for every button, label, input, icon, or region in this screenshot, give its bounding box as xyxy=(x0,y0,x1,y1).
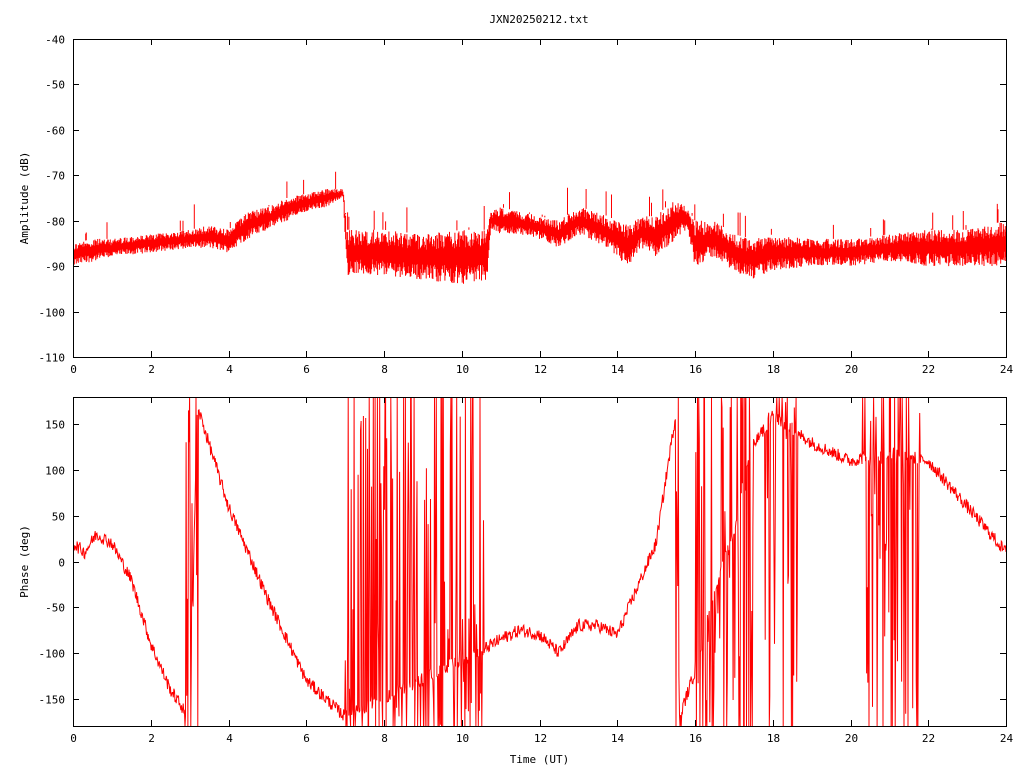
amp-x-tick-label: 20 xyxy=(845,363,858,376)
phase-y-tick-label: -100 xyxy=(39,648,66,661)
amp-x-tick-label: 6 xyxy=(303,363,310,376)
phase-x-tick-label: 14 xyxy=(611,732,625,745)
phase-panel: 0 2 4 6 8 10 12 14 16 18 20 22 24-150-100-5005010015… xyxy=(18,397,1013,766)
phase-y-tick-label: -50 xyxy=(45,602,65,615)
amp-x-tick-label: 24 xyxy=(1000,363,1014,376)
amp-y-tick-label: -100 xyxy=(39,307,66,320)
phase-x-tick-label: 4 xyxy=(226,732,233,745)
amp-x-tick-label: 18 xyxy=(767,363,780,376)
phase-y-tick-label: 100 xyxy=(45,465,65,478)
phase-line xyxy=(73,397,1006,726)
amp-y-tick-label: -70 xyxy=(45,170,65,183)
phase-x-tick-label: 20 xyxy=(845,732,858,745)
phase-x-tick-label: 0 xyxy=(70,732,77,745)
amp-y-tick-label: -40 xyxy=(45,34,65,47)
amp-y-tick-label: -60 xyxy=(45,125,65,138)
chart-title: JXN20250212.txt xyxy=(489,13,588,26)
amplitude-line xyxy=(73,171,1006,284)
amp-x-tick-label: 4 xyxy=(226,363,233,376)
amp-series xyxy=(73,171,1006,284)
phase-x-tick-label: 18 xyxy=(767,732,780,745)
phase-y-tick-label: -150 xyxy=(39,694,66,707)
phase-x-tick-label: 24 xyxy=(1000,732,1014,745)
amp-x-tick-label: 10 xyxy=(456,363,469,376)
phase-x-tick-label: 6 xyxy=(303,732,310,745)
phase-x-tick-label: 2 xyxy=(148,732,155,745)
phase-x-tick-label: 12 xyxy=(534,732,547,745)
phase-x-tick-label: 8 xyxy=(381,732,388,745)
phase-x-tick-label: 10 xyxy=(456,732,469,745)
amp-y-tick-label: -50 xyxy=(45,79,65,92)
amp-plot-frame xyxy=(73,39,1007,358)
amp-x-tick-label: 22 xyxy=(922,363,935,376)
phase-y-tick-label: 0 xyxy=(58,557,65,570)
phase-x-axis-label: Time (UT) xyxy=(510,753,570,766)
amp-y-tick-label: -80 xyxy=(45,216,65,229)
amp-x-tick-label: 2 xyxy=(148,363,155,376)
phase-y-tick-label: 50 xyxy=(52,511,65,524)
amp-x-tick-label: 12 xyxy=(534,363,547,376)
phase-y-axis-label: Phase (deg) xyxy=(18,525,31,598)
phase-x-tick-label: 22 xyxy=(922,732,935,745)
amp-y-tick-label: -90 xyxy=(45,261,65,274)
amp-x-tick-label: 14 xyxy=(611,363,625,376)
amp-x-tick-label: 0 xyxy=(70,363,77,376)
phase-x-tick-label: 16 xyxy=(689,732,702,745)
amp-x-tick-label: 16 xyxy=(689,363,702,376)
amp-y-axis-label: Amplitude (dB) xyxy=(18,152,31,245)
amp-y-tick-label: -110 xyxy=(39,352,66,365)
phase-y-tick-label: 150 xyxy=(45,419,65,432)
amplitude-panel: 0 2 4 6 8 10 12 14 16 18 20 22 24-110-100-90-80-70-6… xyxy=(18,34,1013,377)
phase-series xyxy=(73,397,1006,726)
amp-x-tick-label: 8 xyxy=(381,363,388,376)
